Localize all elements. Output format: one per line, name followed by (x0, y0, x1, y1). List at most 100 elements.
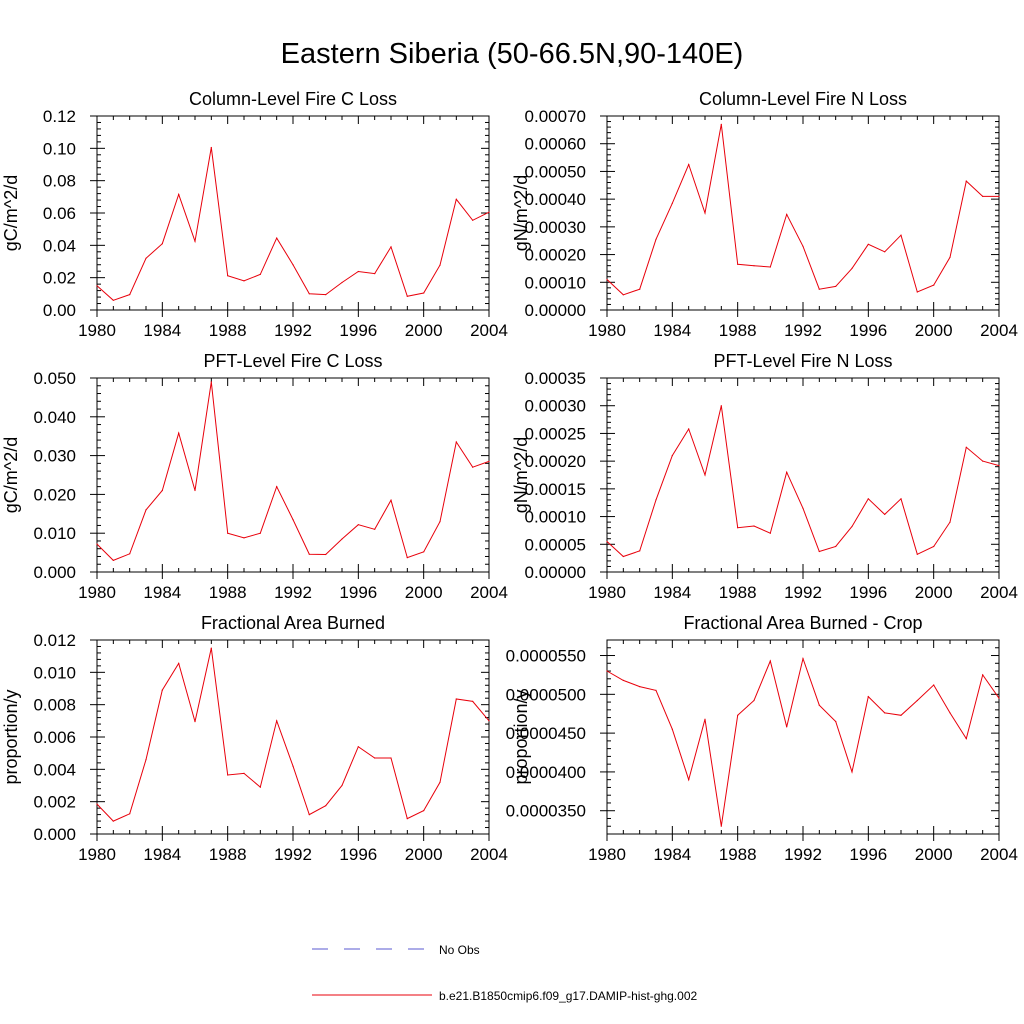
data-point (210, 381, 212, 383)
x-tick-label: 2004 (470, 583, 508, 602)
data-point (900, 498, 902, 500)
y-tick-label: 0.000 (33, 563, 76, 582)
x-tick-label: 1980 (78, 583, 116, 602)
data-point (112, 299, 114, 301)
y-tick-label: 0.0000450 (506, 724, 586, 743)
data-point (276, 720, 278, 722)
x-tick-label: 2004 (980, 321, 1018, 340)
series-line (96, 381, 490, 561)
y-tick-label: 0.00000 (525, 301, 586, 320)
y-tick-label: 0.004 (33, 760, 76, 779)
data-point (455, 698, 457, 700)
x-tick-label: 1992 (784, 321, 822, 340)
panel-2: 1980 1984 1988 1992 1996 2000 2004 0.00000 0.000… (511, 89, 1018, 340)
data-point (488, 460, 490, 462)
data-point (374, 528, 376, 530)
data-point (933, 684, 935, 686)
data-point (325, 805, 327, 807)
x-tick-label: 2004 (470, 845, 508, 864)
data-point (916, 553, 918, 555)
panel-1: 1980 1984 1988 1992 1996 2000 2004 0.00 0.02 0.04… (1, 89, 508, 340)
data-point (998, 697, 1000, 699)
x-tick-label: 1988 (209, 845, 247, 864)
data-point (851, 525, 853, 528)
data-point (96, 803, 98, 805)
data-point (802, 658, 804, 660)
y-tick-label: 0.00025 (525, 424, 586, 443)
data-point (406, 557, 408, 559)
series-line (606, 405, 1000, 558)
x-tick-label: 1984 (653, 583, 691, 602)
data-point (357, 270, 359, 273)
x-tick-label: 2004 (470, 321, 508, 340)
y-tick-label: 0.00070 (525, 107, 586, 126)
x-tick-label: 1980 (588, 583, 626, 602)
data-point (688, 779, 690, 781)
data-point (720, 825, 722, 827)
data-point (737, 263, 739, 265)
data-point (802, 507, 804, 509)
y-tick-label: 0.00 (43, 301, 76, 320)
data-point (341, 281, 343, 284)
panel-title: Column-Level Fire N Loss (699, 89, 907, 109)
data-point (259, 532, 261, 534)
y-tick-label: 0.012 (33, 631, 76, 650)
data-point (949, 521, 951, 523)
x-tick-label: 1992 (274, 583, 312, 602)
data-point (639, 550, 641, 552)
data-point (161, 243, 163, 245)
data-point (835, 285, 837, 287)
x-tick-label: 1984 (143, 845, 181, 864)
series-line (606, 656, 1000, 827)
legend: No Obs b.e21.B1850cmip6.f09_g17.DAMIP-his… (312, 943, 697, 1003)
data-point (688, 428, 690, 430)
x-tick-label: 1996 (849, 321, 887, 340)
x-tick-label: 1996 (849, 845, 887, 864)
x-tick-label: 1996 (849, 583, 887, 602)
y-tick-label: 0.00010 (525, 273, 586, 292)
data-point (884, 251, 886, 253)
panel-3: 1980 1984 1988 1992 1996 2000 2004 0.000 0.010 0.… (1, 351, 508, 602)
y-axis-label: proportion/y (511, 689, 531, 784)
data-point (390, 757, 392, 759)
data-point (276, 237, 278, 239)
data-point (145, 759, 147, 761)
data-point (390, 246, 392, 248)
y-tick-label: 0.08 (43, 172, 76, 191)
data-point (900, 714, 902, 716)
x-tick-label: 1996 (339, 583, 377, 602)
data-point (439, 781, 441, 783)
data-point (439, 264, 441, 266)
data-point (243, 772, 245, 775)
data-point (704, 212, 706, 214)
data-point (259, 786, 261, 788)
y-tick-label: 0.00030 (525, 397, 586, 416)
data-point (145, 257, 147, 259)
data-point (639, 686, 641, 688)
data-point (622, 679, 624, 682)
y-axis-label: proportion/y (1, 689, 21, 784)
y-tick-label: 0.04 (43, 236, 76, 255)
x-tick-label: 2004 (980, 845, 1018, 864)
x-tick-label: 1992 (784, 583, 822, 602)
y-tick-label: 0.000 (33, 825, 76, 844)
data-point (753, 525, 755, 527)
data-point (802, 245, 804, 247)
data-point (818, 288, 820, 290)
data-point (916, 699, 918, 702)
y-tick-label: 0.00020 (525, 452, 586, 471)
data-point (753, 699, 755, 702)
legend-model-label: b.e21.B1850cmip6.f09_g17.DAMIP-hist-ghg.… (439, 989, 697, 1003)
x-tick-label: 2004 (980, 583, 1018, 602)
x-tick-label: 1980 (588, 845, 626, 864)
data-point (982, 674, 984, 676)
panel-6: 1980 1984 1988 1992 1996 2000 2004 0.0000350 0.0… (506, 613, 1018, 864)
x-tick-label: 1988 (719, 321, 757, 340)
data-point (982, 460, 984, 462)
data-point (933, 284, 935, 286)
y-axis-label: gN/m^2/d (511, 175, 531, 251)
x-tick-label: 2000 (915, 845, 953, 864)
y-tick-label: 0.006 (33, 728, 76, 747)
y-tick-label: 0.00050 (525, 162, 586, 181)
